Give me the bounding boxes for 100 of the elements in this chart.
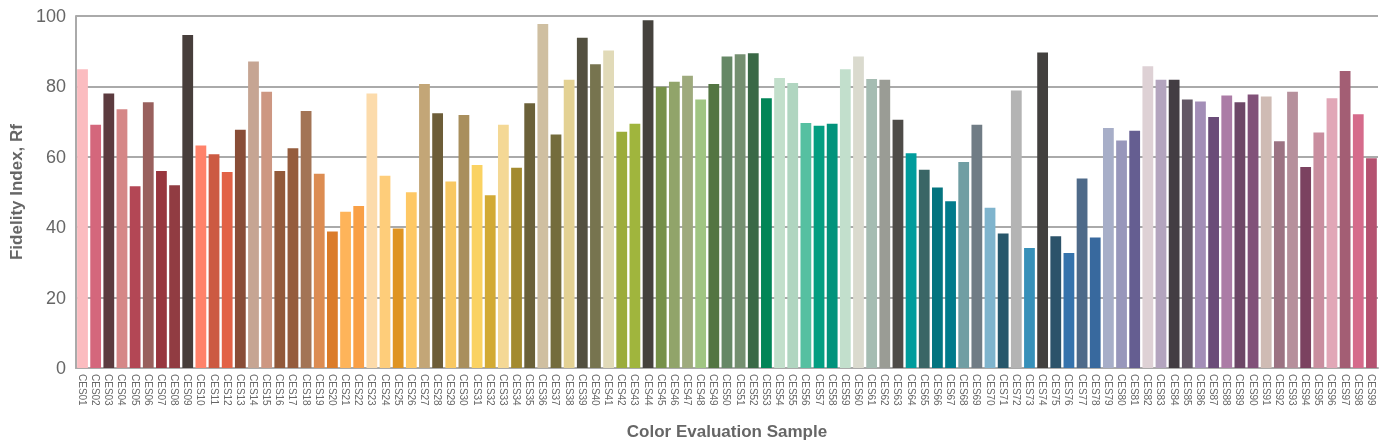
bar xyxy=(1102,127,1114,368)
x-tick-label: CES73 xyxy=(1023,374,1035,407)
x-tick-label: CES57 xyxy=(813,374,825,407)
bar xyxy=(1287,91,1298,368)
bar xyxy=(826,123,838,368)
x-tick-label: CES25 xyxy=(392,374,404,407)
x-tick-label: CES42 xyxy=(616,374,628,407)
x-tick-label: CES06 xyxy=(142,374,154,407)
x-tick-label: CES52 xyxy=(747,374,759,407)
bar xyxy=(405,192,417,368)
y-axis-title: Fidelity Index, Rf xyxy=(7,123,26,261)
bar xyxy=(353,206,365,368)
x-tick-label: CES05 xyxy=(129,374,141,407)
x-tick-label: CES89 xyxy=(1234,374,1246,407)
x-tick-label: CES41 xyxy=(603,374,615,407)
bar xyxy=(392,228,404,368)
x-tick-label: CES01 xyxy=(77,374,89,407)
x-tick-label: CES26 xyxy=(405,374,417,407)
bar xyxy=(1050,236,1062,368)
bar xyxy=(563,79,575,368)
bar xyxy=(1063,252,1075,368)
x-tick-label: CES22 xyxy=(353,374,365,407)
bar xyxy=(774,77,785,368)
x-tick-label: CES03 xyxy=(103,374,115,407)
bar xyxy=(1208,117,1219,368)
bar xyxy=(484,195,496,368)
x-tick-label: CES18 xyxy=(300,374,312,407)
bar xyxy=(1247,94,1259,368)
bar xyxy=(524,103,536,368)
bar xyxy=(221,171,233,368)
x-tick-label: CES61 xyxy=(866,374,878,407)
x-tick-label: CES48 xyxy=(695,374,707,407)
x-tick-label: CES80 xyxy=(1116,374,1128,407)
x-tick-label: CES10 xyxy=(195,374,207,407)
x-tick-label: CES38 xyxy=(563,374,575,407)
x-tick-label: CES65 xyxy=(918,374,930,407)
x-tick-label: CES83 xyxy=(1155,374,1167,407)
x-tick-label: CES95 xyxy=(1313,374,1325,407)
x-tick-label: CES58 xyxy=(826,374,838,407)
x-tick-label: CES98 xyxy=(1352,374,1364,407)
x-tick-label: CES16 xyxy=(274,374,286,407)
x-tick-label: CES33 xyxy=(497,374,509,407)
bar xyxy=(668,81,680,368)
bar xyxy=(156,170,167,368)
bar xyxy=(629,123,641,368)
bar xyxy=(1195,101,1206,368)
x-tick-label: CES23 xyxy=(366,374,378,407)
x-tick-label: CES54 xyxy=(774,374,786,407)
x-tick-label: CES93 xyxy=(1287,374,1299,407)
bar xyxy=(997,233,1009,368)
x-tick-label: CES43 xyxy=(629,374,641,407)
x-tick-label: CES12 xyxy=(221,374,233,407)
bar xyxy=(800,123,812,368)
x-tick-label: CES19 xyxy=(313,374,325,407)
x-tick-label: CES70 xyxy=(984,374,996,407)
x-tick-label: CES44 xyxy=(642,374,654,407)
x-tick-label: CES32 xyxy=(484,374,496,407)
bar xyxy=(905,153,917,368)
bar xyxy=(708,83,720,368)
x-tick-label: CES74 xyxy=(1037,374,1049,407)
x-tick-label: CES68 xyxy=(958,374,970,407)
bar xyxy=(77,69,88,368)
bar xyxy=(129,186,141,368)
bar xyxy=(445,181,457,368)
bar xyxy=(432,113,444,368)
bar xyxy=(1234,102,1246,368)
bar xyxy=(366,93,378,368)
bar xyxy=(1352,114,1364,368)
bar xyxy=(261,91,273,368)
bar xyxy=(1076,178,1088,368)
x-tick-label: CES24 xyxy=(379,374,391,407)
bar xyxy=(208,154,220,368)
bar xyxy=(1273,141,1285,368)
bar xyxy=(642,20,654,368)
x-tick-label: CES40 xyxy=(589,374,601,407)
x-tick-label: CES71 xyxy=(997,374,1009,407)
bar xyxy=(932,187,943,368)
x-tick-label: CES59 xyxy=(839,374,851,407)
bar xyxy=(169,185,180,368)
x-tick-label: CES49 xyxy=(708,374,720,407)
bar xyxy=(1168,79,1180,368)
bar xyxy=(537,24,549,368)
bar xyxy=(313,173,325,368)
bar xyxy=(958,162,970,368)
bar xyxy=(1300,167,1312,368)
x-tick-label: CES62 xyxy=(879,374,891,407)
bar xyxy=(761,98,772,368)
x-tick-label: CES56 xyxy=(800,374,812,407)
x-tick-label: CES63 xyxy=(892,374,904,407)
bar xyxy=(695,99,707,368)
x-tick-label: CES90 xyxy=(1247,374,1259,407)
y-tick-label: 0 xyxy=(55,358,66,378)
x-tick-label: CES94 xyxy=(1300,374,1312,407)
bar xyxy=(248,61,259,368)
bar xyxy=(1155,79,1167,368)
bar xyxy=(471,164,483,368)
bar xyxy=(103,93,115,368)
bar xyxy=(721,56,733,368)
x-tick-label: CES28 xyxy=(432,374,444,407)
bar xyxy=(734,54,746,368)
